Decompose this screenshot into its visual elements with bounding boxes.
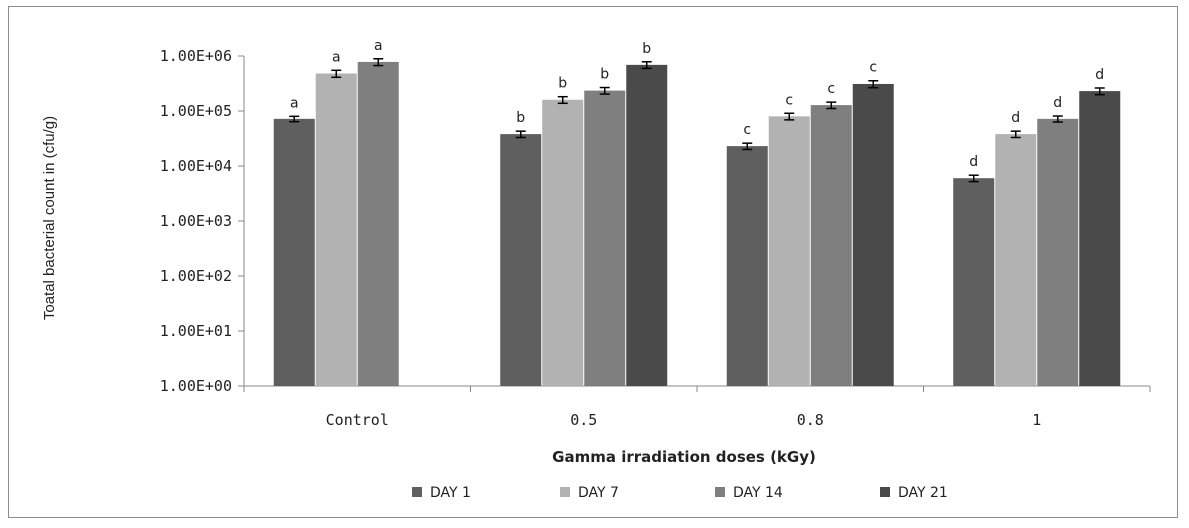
legend-label: DAY 7 <box>578 485 619 501</box>
y-tick-label: 1.00E+00 <box>160 377 232 395</box>
x-tick-label: 1 <box>1032 411 1041 429</box>
y-axis-title: Toatal bacterial count in (cfu/g) <box>41 116 58 320</box>
error-bar <box>641 61 652 70</box>
legend: DAY 1 DAY 7 DAY 14 DAY 21 <box>412 485 948 501</box>
bar <box>768 116 810 386</box>
bar <box>810 105 852 386</box>
legend-label: DAY 21 <box>898 485 948 501</box>
bar <box>315 73 357 386</box>
bar <box>995 134 1037 386</box>
bar <box>357 61 399 387</box>
bar <box>953 178 995 386</box>
bars <box>273 61 1121 387</box>
legend-item: DAY 21 <box>880 485 948 501</box>
significance-label: c <box>869 60 877 76</box>
significance-label: d <box>969 154 978 170</box>
significance-label: d <box>1095 67 1104 83</box>
significance-label: d <box>1053 95 1062 111</box>
y-tick-label: 1.00E+02 <box>160 267 232 285</box>
legend-label: DAY 14 <box>733 485 783 501</box>
x-tick-label: Control <box>326 411 389 429</box>
y-tick-label: 1.00E+03 <box>160 212 232 230</box>
x-tick-label: 0.5 <box>570 411 597 429</box>
bar <box>500 134 542 386</box>
bar <box>273 118 315 386</box>
error-bar <box>826 101 837 110</box>
significance-label: b <box>516 110 525 126</box>
significance-label: a <box>332 49 341 65</box>
y-tick-label: 1.00E+04 <box>160 157 232 175</box>
error-bars <box>289 58 1105 183</box>
significance-label: d <box>1011 110 1020 126</box>
y-tick-label: 1.00E+05 <box>160 102 232 120</box>
legend-swatch <box>880 487 890 497</box>
error-bar <box>373 58 384 67</box>
y-tick-label: 1.00E+01 <box>160 322 232 340</box>
legend-swatch <box>560 487 570 497</box>
x-axis-title: Gamma irradiation doses (kGy) <box>552 448 816 466</box>
x-axis: Control 0.5 0.8 1 <box>243 385 1151 429</box>
bar <box>852 83 894 387</box>
significance-label: b <box>600 67 609 83</box>
legend-item: DAY 1 <box>412 485 471 501</box>
error-bar <box>289 115 300 123</box>
error-bar <box>557 95 568 105</box>
significance-label: c <box>827 81 835 97</box>
error-bar <box>599 86 610 95</box>
legend-label: DAY 1 <box>430 485 471 501</box>
bar <box>1037 118 1079 386</box>
bar <box>584 90 626 386</box>
error-bar <box>784 112 795 121</box>
legend-item: DAY 7 <box>560 485 619 501</box>
error-bar <box>868 79 879 89</box>
error-bar <box>1094 87 1105 96</box>
bar <box>626 64 668 387</box>
y-axis: 1.00E+00 1.00E+01 1.00E+02 1.00E+03 1.00E+04… <box>160 47 245 395</box>
legend-item: DAY 14 <box>715 485 783 501</box>
significance-label: c <box>743 122 751 138</box>
error-bar <box>1052 115 1063 123</box>
bar <box>1079 91 1121 386</box>
significance-label: b <box>558 76 567 92</box>
bar <box>726 146 768 386</box>
error-bar <box>1010 130 1021 139</box>
x-tick-label: 0.8 <box>797 411 824 429</box>
error-bar <box>515 130 526 139</box>
error-bar <box>742 142 753 151</box>
significance-label: b <box>642 41 651 57</box>
significance-label: a <box>290 95 299 111</box>
error-bar <box>968 174 979 183</box>
legend-swatch <box>412 487 422 497</box>
legend-swatch <box>715 487 725 497</box>
significance-label: a <box>374 38 383 54</box>
error-bar <box>331 69 342 79</box>
significance-label: c <box>785 92 793 108</box>
y-tick-label: 1.00E+06 <box>160 47 232 65</box>
significance-letters: a a a b b b b c c c c d d d d <box>290 38 1104 170</box>
bar <box>542 99 584 386</box>
